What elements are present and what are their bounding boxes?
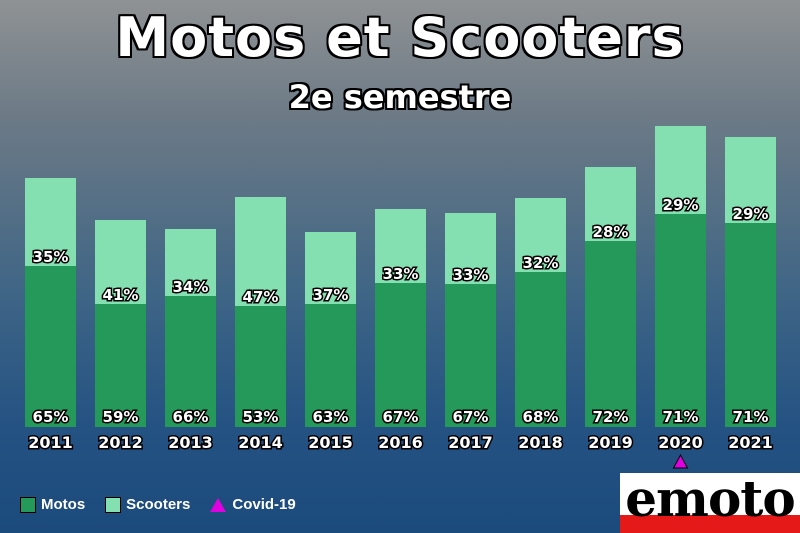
x-tick-2014: 2014 [238,433,283,452]
data-label-scooters-2012: 41% [103,286,139,304]
bar-motos-2014 [235,306,286,427]
covid-marker-icon [672,453,689,469]
bar-scooters-2017 [445,213,496,284]
x-tick-2016: 2016 [378,433,423,452]
bar-scooters-2016 [375,209,426,283]
legend-label-covid: Covid-19 [232,496,296,513]
data-label-motos-2021: 71% [733,408,769,426]
x-tick-2015: 2015 [308,433,353,452]
bar-scooters-2021 [725,137,776,223]
bar-motos-2020 [655,214,706,427]
legend-item-covid: Covid-19 [210,496,296,513]
x-tick-2013: 2013 [168,433,213,452]
bar-scooters-2014 [235,197,286,306]
chart-title: Motos et Scooters [115,6,685,69]
bar-motos-2016 [375,283,426,427]
x-tick-2021: 2021 [728,433,773,452]
legend-label-motos: Motos [41,496,86,513]
data-label-scooters-2014: 47% [243,288,279,306]
data-label-scooters-2011: 35% [33,248,69,266]
bar-motos-2015 [305,304,356,427]
bar-scooters-2011 [25,178,76,266]
bar-motos-2021 [725,223,776,427]
data-label-scooters-2021: 29% [733,205,769,223]
x-tick-2020: 2020 [658,433,703,452]
emoto-logo: emoto [620,473,800,533]
x-tick-2019: 2019 [588,433,633,452]
bar-motos-2017 [445,284,496,427]
bar-scooters-2013 [165,229,216,296]
legend-label-scooters: Scooters [126,496,191,513]
data-label-motos-2017: 67% [453,408,489,426]
data-label-motos-2019: 72% [593,408,629,426]
data-label-motos-2015: 63% [313,408,349,426]
bar-scooters-2019 [585,167,636,241]
data-label-motos-2016: 67% [383,408,419,426]
bar-motos-2011 [25,266,76,427]
bar-motos-2018 [515,272,566,427]
chart-subtitle: 2e semestre [288,78,512,116]
legend: Motos Scooters Covid-19 [20,496,316,513]
data-label-motos-2011: 65% [33,408,69,426]
data-label-motos-2012: 59% [103,408,139,426]
x-tick-2012: 2012 [98,433,143,452]
bar-scooters-2020 [655,126,706,214]
bar-motos-2013 [165,296,216,427]
legend-swatch-scooters [105,496,122,513]
data-label-scooters-2017: 33% [453,266,489,284]
data-label-scooters-2019: 28% [593,223,629,241]
legend-item-motos: Motos [20,496,85,513]
data-label-scooters-2020: 29% [663,196,699,214]
x-tick-2017: 2017 [448,433,493,452]
data-label-scooters-2013: 34% [173,278,209,296]
data-label-scooters-2016: 33% [383,265,419,283]
legend-item-scooters: Scooters [105,496,190,513]
bar-motos-2019 [585,241,636,427]
bar-motos-2012 [95,304,146,427]
bar-scooters-2012 [95,220,146,304]
bar-scooters-2018 [515,198,566,272]
triangle-marker-icon [210,497,227,512]
legend-swatch-motos [20,496,36,513]
x-tick-2011: 2011 [28,433,73,452]
x-tick-2018: 2018 [518,433,563,452]
data-label-motos-2018: 68% [523,408,559,426]
data-label-motos-2020: 71% [663,408,699,426]
data-label-motos-2013: 66% [173,408,209,426]
bar-scooters-2015 [305,232,356,304]
logo-text: emoto [625,473,796,528]
data-label-scooters-2015: 37% [313,286,349,304]
data-label-motos-2014: 53% [243,408,279,426]
data-label-scooters-2018: 32% [523,254,559,272]
